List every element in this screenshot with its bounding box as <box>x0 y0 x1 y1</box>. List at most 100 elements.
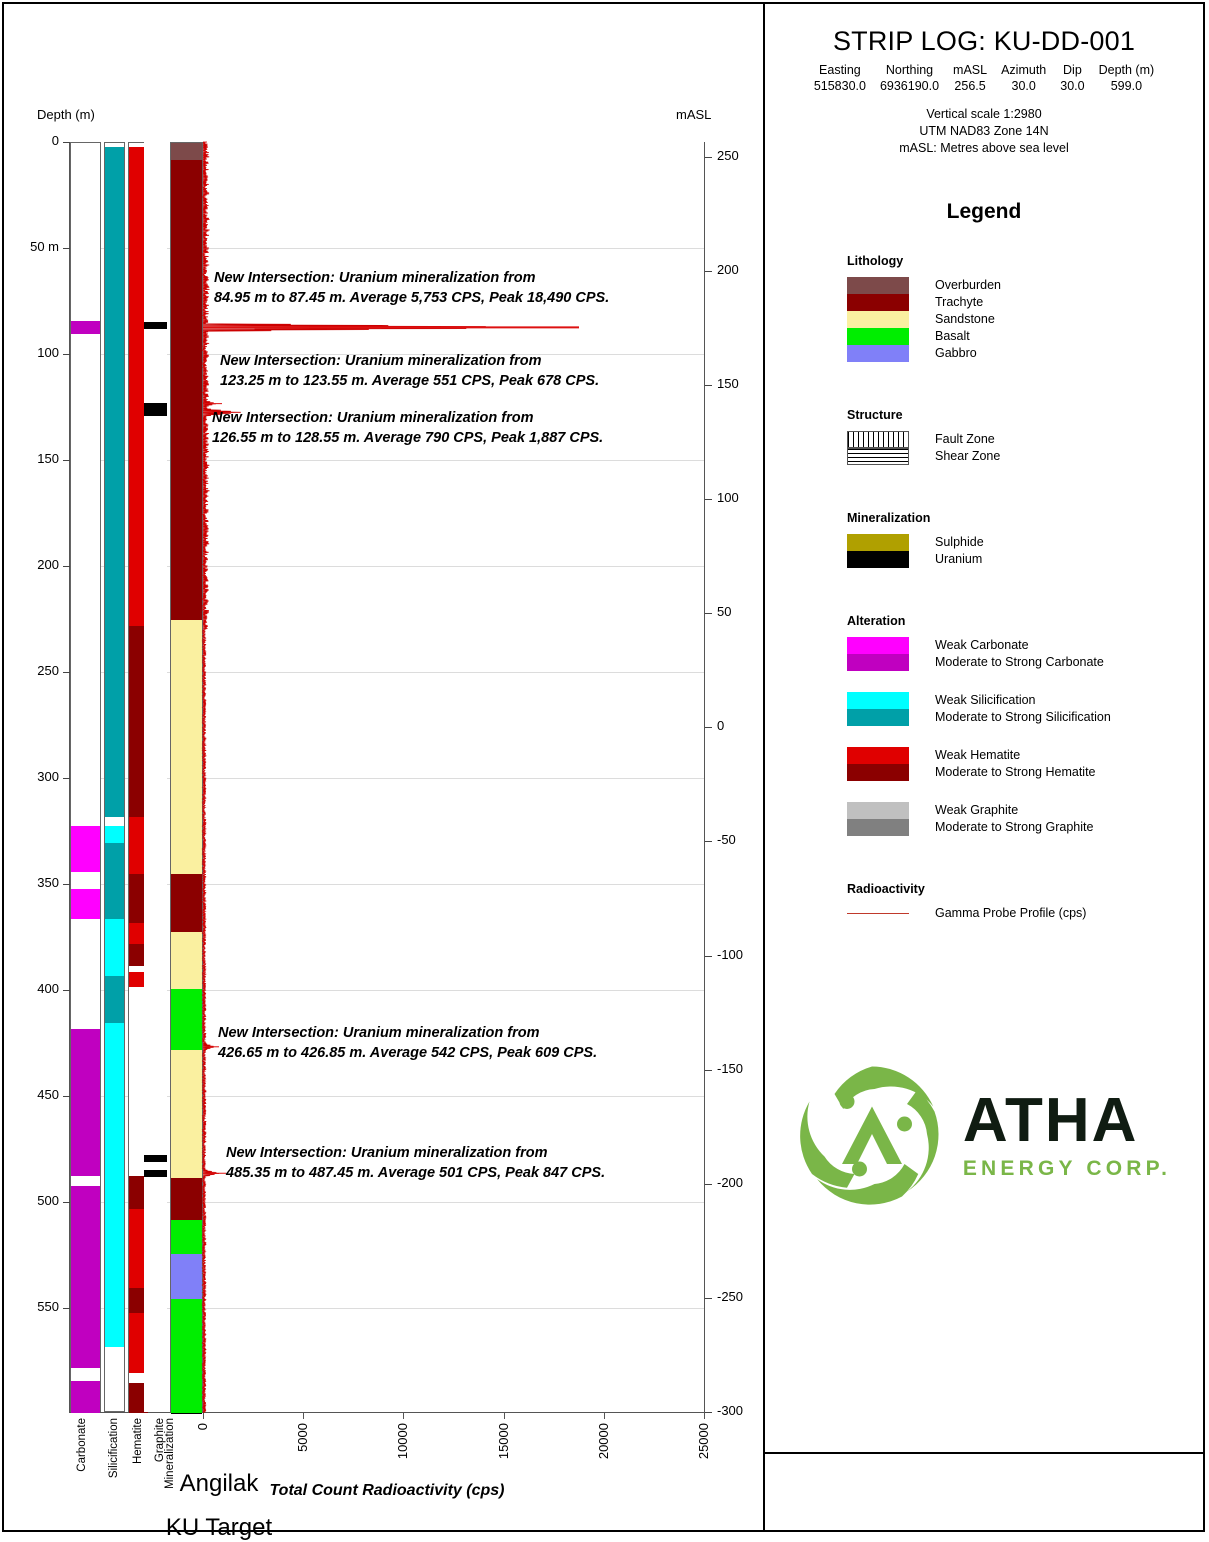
legend-title: Legend <box>946 199 1022 223</box>
annotation-line-1: New Intersection: Uranium mineralization… <box>218 1025 540 1041</box>
legend-item[interactable]: Moderate to Strong Silicification <box>847 708 1203 726</box>
legend-spacer <box>847 726 1203 747</box>
legend-heading-structure: Structure <box>847 407 903 422</box>
track-band <box>144 1170 167 1177</box>
track-band <box>171 874 202 932</box>
legend-section-gap <box>847 568 1203 614</box>
track-band <box>171 1220 202 1254</box>
color-swatch-icon <box>847 344 909 362</box>
logo-wordmark: ATHA <box>962 1085 1139 1155</box>
depth-tick-label: 100 <box>37 345 59 361</box>
legend-item-label: Moderate to Strong Silicification <box>935 710 1111 725</box>
masl-tick <box>705 1069 712 1071</box>
legend-item[interactable]: Moderate to Strong Hematite <box>847 763 1203 781</box>
meta-header-5: Depth (m) <box>1098 63 1155 77</box>
legend-item-label: Trachyte <box>935 295 984 310</box>
annotation-line-2: 126.55 m to 128.55 m. Average 790 CPS, P… <box>212 429 604 446</box>
page-title: STRIP LOG: KU-DD-001 <box>832 26 1136 56</box>
track-band <box>129 923 148 945</box>
track-band <box>105 825 124 843</box>
depth-tick <box>63 1308 70 1310</box>
track-band <box>129 1287 148 1314</box>
legend-item[interactable]: Moderate to Strong Graphite <box>847 818 1203 836</box>
track-carbonate[interactable] <box>70 142 101 1413</box>
track-band <box>71 889 100 919</box>
track-silicification[interactable] <box>104 142 125 1412</box>
meta-header-4: Dip <box>1063 63 1082 77</box>
legend-item[interactable]: Overburden <box>847 276 1203 294</box>
logo-tagline: ENERGY CORP. <box>962 1156 1172 1180</box>
legend-item[interactable]: Weak Hematite <box>847 746 1203 764</box>
collar-meta-headers: Easting Northing mASL Azimuth Dip Depth (m) <box>807 63 1161 79</box>
legend-item[interactable]: Sulphide <box>847 533 1203 551</box>
depth-tick-label: 400 <box>37 981 59 997</box>
legend-item[interactable]: Gabbro <box>847 344 1203 362</box>
intersection-annotation: New Intersection: Uranium mineralization… <box>212 409 603 448</box>
depth-tick <box>63 460 70 462</box>
annotation-line-2: 123.25 m to 123.55 m. Average 551 CPS, P… <box>220 372 600 389</box>
annotation-line-1: New Intersection: Uranium mineralization… <box>212 410 534 426</box>
masl-tick-label: -150 <box>717 1060 744 1076</box>
legend-item-label: Gabbro <box>935 346 977 361</box>
track-lithology[interactable] <box>170 142 203 1414</box>
track-header-hematite: Hematite <box>132 1418 144 1465</box>
depth-tick <box>63 1202 70 1204</box>
annotation-line-1: New Intersection: Uranium mineralization… <box>220 353 542 369</box>
meta-header-1: Northing <box>885 63 934 77</box>
scale-info: Vertical scale 1:2980 UTM NAD83 Zone 14N… <box>765 106 1203 157</box>
track-band <box>171 159 202 621</box>
legend-item[interactable]: Gamma Probe Profile (cps) <box>847 905 1203 922</box>
track-band <box>171 931 202 989</box>
legend-item[interactable]: Sandstone <box>847 310 1203 328</box>
plot-left-border <box>69 142 70 1412</box>
depth-tick-label: 200 <box>37 557 59 573</box>
legend-item[interactable]: Weak Graphite <box>847 801 1203 819</box>
legend-item-label: Moderate to Strong Graphite <box>935 820 1094 835</box>
legend-item[interactable]: Weak Silicification <box>847 691 1203 709</box>
panel-divider <box>763 4 765 1530</box>
legend-item[interactable]: Uranium <box>847 550 1203 568</box>
legend-heading-alteration: Alteration <box>847 613 906 628</box>
meta-value-1: 6936190.0 <box>879 78 940 93</box>
depth-tick <box>63 990 70 992</box>
track-band <box>105 1022 124 1348</box>
legend-item[interactable]: Basalt <box>847 327 1203 345</box>
legend-item-label: Overburden <box>935 278 1002 293</box>
depth-tick-label: 300 <box>37 769 59 785</box>
meta-value-5: 599.0 <box>1110 78 1143 93</box>
scale-line-3: mASL: Metres above sea level <box>899 141 1069 155</box>
track-hematite[interactable] <box>128 142 149 1413</box>
meta-header-3: Azimuth <box>1001 63 1047 77</box>
legend-item[interactable]: Moderate to Strong Carbonate <box>847 653 1203 671</box>
grid-line <box>70 672 704 674</box>
scale-line-1: Vertical scale 1:2980 <box>926 107 1042 122</box>
legend-item[interactable]: Trachyte <box>847 293 1203 311</box>
legend-heading-lithology: Lithology <box>847 253 904 268</box>
masl-tick-label: 250 <box>717 147 739 163</box>
intersection-annotation: New Intersection: Uranium mineralization… <box>218 1024 597 1063</box>
track-mineralization[interactable] <box>144 142 167 1412</box>
track-band <box>71 825 100 873</box>
masl-tick <box>705 1412 712 1413</box>
masl-tick <box>705 955 712 957</box>
color-swatch-icon <box>847 763 909 781</box>
masl-tick-label: -250 <box>717 1288 744 1304</box>
color-swatch-icon <box>847 276 909 294</box>
track-band <box>71 1186 100 1369</box>
meta-header-2: mASL <box>953 63 988 77</box>
legend-item-label: Weak Carbonate <box>935 638 1029 653</box>
masl-axis-caption: mASL <box>676 107 712 122</box>
color-swatch-icon <box>847 533 909 551</box>
legend-item[interactable]: Fault Zone <box>847 430 1203 448</box>
plot-right-border <box>704 142 705 1412</box>
legend-item[interactable]: Weak Carbonate <box>847 636 1203 654</box>
legend-item[interactable]: Shear Zone <box>847 447 1203 465</box>
x-axis-line <box>69 1412 705 1413</box>
color-swatch-icon <box>847 801 909 819</box>
legend-item-label: Weak Silicification <box>935 693 1036 708</box>
annotation-line-1: New Intersection: Uranium mineralization… <box>226 1145 548 1161</box>
track-band <box>171 620 202 875</box>
depth-tick <box>63 778 70 780</box>
shear-pattern-icon <box>847 447 909 465</box>
